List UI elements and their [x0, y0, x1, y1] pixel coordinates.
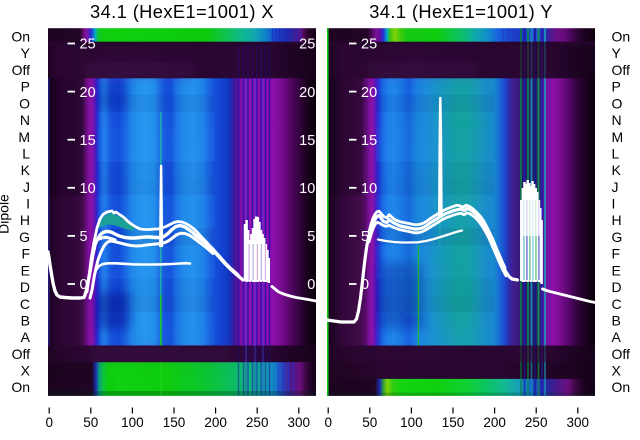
svg-text:50: 50 [83, 415, 98, 430]
svg-text:0: 0 [80, 277, 88, 293]
svg-text:100: 100 [121, 415, 144, 430]
svg-text:H: H [20, 212, 30, 228]
svg-text:Y: Y [612, 45, 622, 61]
svg-text:15: 15 [299, 133, 315, 149]
svg-text:300: 300 [288, 415, 311, 430]
svg-text:250: 250 [525, 415, 548, 430]
svg-text:On: On [612, 379, 631, 395]
svg-text:C: C [20, 296, 30, 312]
svg-text:E: E [612, 262, 621, 278]
svg-text:250: 250 [246, 415, 269, 430]
svg-text:H: H [612, 212, 622, 228]
svg-text:I: I [612, 196, 616, 212]
svg-text:F: F [21, 246, 30, 262]
svg-text:G: G [612, 229, 623, 245]
svg-text:K: K [21, 162, 31, 178]
svg-text:K: K [612, 162, 622, 178]
svg-text:On: On [612, 29, 631, 45]
svg-text:C: C [612, 296, 622, 312]
svg-text:A: A [21, 329, 31, 345]
svg-text:G: G [19, 229, 30, 245]
svg-text:5: 5 [80, 229, 88, 245]
svg-text:P: P [612, 79, 621, 95]
svg-text:150: 150 [163, 415, 186, 430]
svg-text:34.1 (HexE1=1001) Y: 34.1 (HexE1=1001) Y [369, 1, 553, 22]
svg-text:0: 0 [361, 277, 369, 293]
svg-text:10: 10 [299, 181, 315, 197]
svg-text:0: 0 [307, 277, 315, 293]
svg-text:Y: Y [21, 45, 31, 61]
svg-text:0: 0 [324, 415, 332, 430]
svg-text:20: 20 [80, 85, 96, 101]
svg-text:10: 10 [80, 181, 96, 197]
svg-text:L: L [612, 145, 620, 161]
svg-text:E: E [21, 262, 30, 278]
svg-text:D: D [612, 279, 622, 295]
svg-text:25: 25 [361, 37, 377, 53]
svg-text:10: 10 [361, 181, 377, 197]
svg-text:15: 15 [361, 133, 377, 149]
svg-text:Off: Off [12, 346, 31, 362]
svg-text:100: 100 [400, 415, 423, 430]
svg-text:15: 15 [80, 133, 96, 149]
svg-text:5: 5 [307, 229, 315, 245]
svg-text:X: X [21, 363, 31, 379]
svg-text:P: P [21, 79, 30, 95]
svg-text:A: A [612, 329, 622, 345]
svg-text:150: 150 [442, 415, 465, 430]
svg-text:25: 25 [80, 37, 96, 53]
svg-text:5: 5 [361, 229, 369, 245]
svg-text:Off: Off [612, 62, 631, 78]
svg-text:F: F [612, 246, 621, 262]
svg-text:N: N [20, 112, 30, 128]
svg-text:M: M [612, 129, 624, 145]
svg-text:X: X [612, 363, 622, 379]
svg-text:50: 50 [362, 415, 377, 430]
svg-text:M: M [18, 129, 30, 145]
svg-text:O: O [19, 95, 30, 111]
svg-text:B: B [21, 312, 30, 328]
svg-text:300: 300 [567, 415, 590, 430]
svg-text:20: 20 [361, 85, 377, 101]
svg-text:On: On [11, 29, 30, 45]
svg-text:Off: Off [12, 62, 31, 78]
svg-text:Off: Off [612, 346, 631, 362]
svg-text:D: D [20, 279, 30, 295]
svg-text:25: 25 [299, 37, 315, 53]
svg-text:Dipole: Dipole [0, 194, 12, 234]
svg-text:J: J [612, 179, 619, 195]
svg-text:20: 20 [299, 85, 315, 101]
svg-text:N: N [612, 112, 622, 128]
svg-text:O: O [612, 95, 623, 111]
svg-text:200: 200 [204, 415, 227, 430]
svg-text:On: On [11, 379, 30, 395]
svg-text:200: 200 [483, 415, 506, 430]
svg-text:I: I [26, 196, 30, 212]
svg-text:B: B [612, 312, 621, 328]
svg-text:0: 0 [45, 415, 53, 430]
svg-text:J: J [23, 179, 30, 195]
svg-text:L: L [22, 145, 30, 161]
svg-text:34.1 (HexE1=1001) X: 34.1 (HexE1=1001) X [90, 1, 274, 22]
